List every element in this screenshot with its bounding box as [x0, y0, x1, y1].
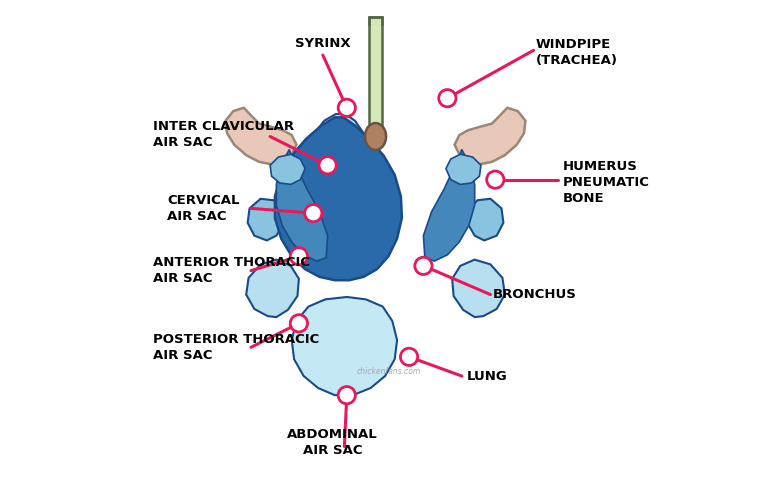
Polygon shape: [275, 117, 402, 280]
Circle shape: [305, 205, 322, 222]
Text: WINDPIPE
(TRACHEA): WINDPIPE (TRACHEA): [536, 38, 618, 68]
Polygon shape: [446, 154, 481, 184]
Polygon shape: [468, 199, 504, 240]
Circle shape: [487, 171, 504, 188]
Polygon shape: [226, 108, 297, 164]
Circle shape: [439, 90, 456, 107]
Text: POSTERIOR THORACIC
AIR SAC: POSTERIOR THORACIC AIR SAC: [153, 333, 319, 362]
Text: chickenfans.com: chickenfans.com: [356, 367, 421, 376]
Circle shape: [319, 157, 336, 174]
Text: CERVICAL
AIR SAC: CERVICAL AIR SAC: [167, 194, 239, 223]
Text: ABDOMINAL
AIR SAC: ABDOMINAL AIR SAC: [287, 428, 377, 457]
Text: INTER CLAVICULAR
AIR SAC: INTER CLAVICULAR AIR SAC: [153, 120, 294, 148]
Polygon shape: [246, 260, 299, 317]
Circle shape: [291, 248, 308, 265]
Polygon shape: [310, 114, 372, 183]
Polygon shape: [270, 154, 305, 184]
Text: LUNG: LUNG: [467, 369, 508, 383]
Text: BRONCHUS: BRONCHUS: [493, 288, 577, 301]
Polygon shape: [455, 108, 525, 164]
Text: ANTERIOR THORACIC
AIR SAC: ANTERIOR THORACIC AIR SAC: [153, 256, 310, 285]
Circle shape: [291, 315, 308, 332]
Polygon shape: [291, 297, 397, 395]
Circle shape: [338, 387, 356, 404]
Polygon shape: [452, 260, 505, 317]
Ellipse shape: [365, 123, 386, 150]
Polygon shape: [248, 199, 283, 240]
Text: HUMERUS
PNEUMATIC
BONE: HUMERUS PNEUMATIC BONE: [563, 160, 649, 205]
Circle shape: [338, 99, 356, 116]
Polygon shape: [277, 149, 328, 261]
Circle shape: [401, 348, 418, 365]
Polygon shape: [423, 149, 474, 261]
Text: SYRINX: SYRINX: [295, 37, 350, 50]
Circle shape: [415, 257, 432, 274]
Bar: [369, 17, 382, 129]
